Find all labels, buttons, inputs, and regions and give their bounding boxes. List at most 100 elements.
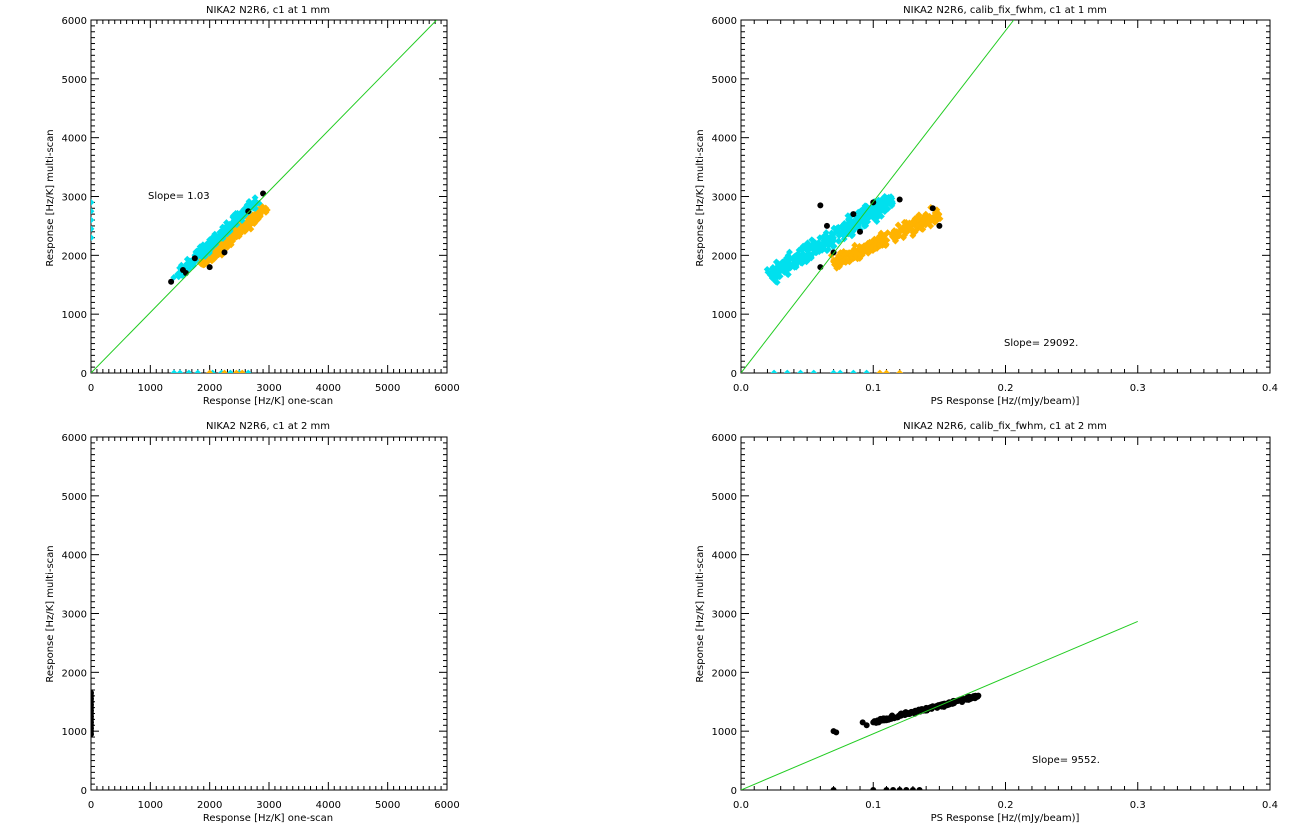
y-tick-label: 3000 xyxy=(62,193,87,204)
data-point xyxy=(222,241,230,249)
data-point xyxy=(900,710,907,717)
data-point xyxy=(894,221,902,229)
data-point xyxy=(873,235,881,243)
data-point xyxy=(186,259,194,266)
x-tick-label: 0.4 xyxy=(1262,800,1278,811)
data-point xyxy=(870,719,877,726)
data-point xyxy=(921,214,929,222)
data-point xyxy=(903,787,910,790)
x-tick-label: 2000 xyxy=(197,383,222,394)
y-axis-label: Response [Hz/K] multi-scan xyxy=(695,545,706,682)
x-tick-label: 3000 xyxy=(256,800,281,811)
data-point xyxy=(863,369,871,373)
slope-annotation: Slope= 29092. xyxy=(1004,338,1078,349)
x-tick-label: 5000 xyxy=(375,383,400,394)
data-point xyxy=(870,787,877,790)
data-point xyxy=(832,259,840,267)
y-tick-label: 5000 xyxy=(62,75,87,86)
y-tick-label: 1000 xyxy=(712,310,737,321)
x-tick-label: 4000 xyxy=(316,383,341,394)
y-tick-label: 0 xyxy=(81,786,87,797)
x-tick-label: 0.1 xyxy=(865,383,881,394)
series-0 xyxy=(91,689,94,738)
data-point xyxy=(793,257,801,265)
fit-line xyxy=(741,20,1015,373)
x-tick-label: 0.3 xyxy=(1130,383,1146,394)
y-tick-label: 5000 xyxy=(62,492,87,503)
y-tick-label: 4000 xyxy=(62,134,87,145)
y-axis-label: Response [Hz/K] multi-scan xyxy=(695,129,706,266)
x-axis-label: Response [Hz/K] one-scan xyxy=(203,813,333,824)
x-tick-label: 4000 xyxy=(316,800,341,811)
data-point xyxy=(902,225,910,233)
data-point xyxy=(867,244,874,252)
plot-frame xyxy=(740,436,1271,791)
data-point xyxy=(819,239,827,247)
data-point xyxy=(91,234,95,242)
data-point xyxy=(879,716,886,723)
data-point xyxy=(91,198,95,206)
data-point xyxy=(873,218,881,225)
data-point xyxy=(896,369,904,373)
data-point xyxy=(197,247,205,255)
y-tick-label: 6000 xyxy=(62,433,87,444)
data-point xyxy=(808,236,816,244)
data-point xyxy=(871,245,879,253)
data-point xyxy=(829,242,837,250)
data-point xyxy=(176,369,184,373)
data-point xyxy=(842,249,850,257)
data-point xyxy=(896,787,903,790)
data-layer xyxy=(741,620,1138,790)
plot-c1-2mm: NIKA2 N2R6, c1 at 2 mm Response [Hz/K] o… xyxy=(45,421,460,824)
data-point xyxy=(915,216,922,224)
data-point xyxy=(785,261,793,269)
data-point xyxy=(876,369,884,373)
y-tick-label: 2000 xyxy=(712,668,737,679)
y-tick-label: 3000 xyxy=(62,610,87,621)
data-point xyxy=(932,217,940,225)
data-point xyxy=(881,201,889,209)
plot-title: NIKA2 N2R6, c1 at 1 mm xyxy=(206,5,330,16)
data-point xyxy=(894,231,902,239)
data-point xyxy=(168,278,175,285)
data-point xyxy=(227,369,234,373)
y-tick-label: 2000 xyxy=(62,668,87,679)
series-4 xyxy=(168,190,267,285)
data-point xyxy=(232,369,240,373)
data-point xyxy=(804,239,812,247)
series-0 xyxy=(827,204,944,272)
series-2 xyxy=(770,369,871,373)
x-tick-label: 0.2 xyxy=(998,800,1014,811)
plot-calib-fix-fwhm-1mm: NIKA2 N2R6, calib_fix_fwhm, c1 at 1 mm P… xyxy=(695,5,1278,407)
y-tick-label: 6000 xyxy=(712,16,737,27)
plot-frame xyxy=(90,436,448,791)
data-point xyxy=(203,240,211,248)
data-point xyxy=(823,222,830,229)
data-point xyxy=(883,369,890,373)
data-point xyxy=(257,206,265,214)
data-layer xyxy=(741,20,1015,373)
data-point xyxy=(842,223,849,231)
data-point xyxy=(867,208,875,215)
data-point xyxy=(972,694,979,701)
slope-annotation: Slope= 1.03 xyxy=(148,191,210,202)
data-point xyxy=(803,258,810,266)
plot-calib-fix-fwhm-2mm: NIKA2 N2R6, calib_fix_fwhm, c1 at 2 mm P… xyxy=(695,421,1278,824)
data-point xyxy=(783,369,791,373)
x-tick-label: 0 xyxy=(88,800,94,811)
data-point xyxy=(850,211,857,218)
data-point xyxy=(808,243,815,251)
x-tick-label: 0.1 xyxy=(865,800,881,811)
fit-line xyxy=(741,620,1138,790)
slope-annotation: Slope= 9552. xyxy=(1032,755,1100,766)
data-point xyxy=(770,369,778,373)
data-point xyxy=(238,369,246,373)
data-point xyxy=(179,267,186,274)
data-point xyxy=(91,207,95,215)
data-point xyxy=(951,698,958,705)
x-tick-label: 0.0 xyxy=(733,800,749,811)
data-point xyxy=(905,219,913,227)
data-point xyxy=(250,213,257,221)
data-point xyxy=(774,259,781,267)
data-point xyxy=(883,787,890,790)
